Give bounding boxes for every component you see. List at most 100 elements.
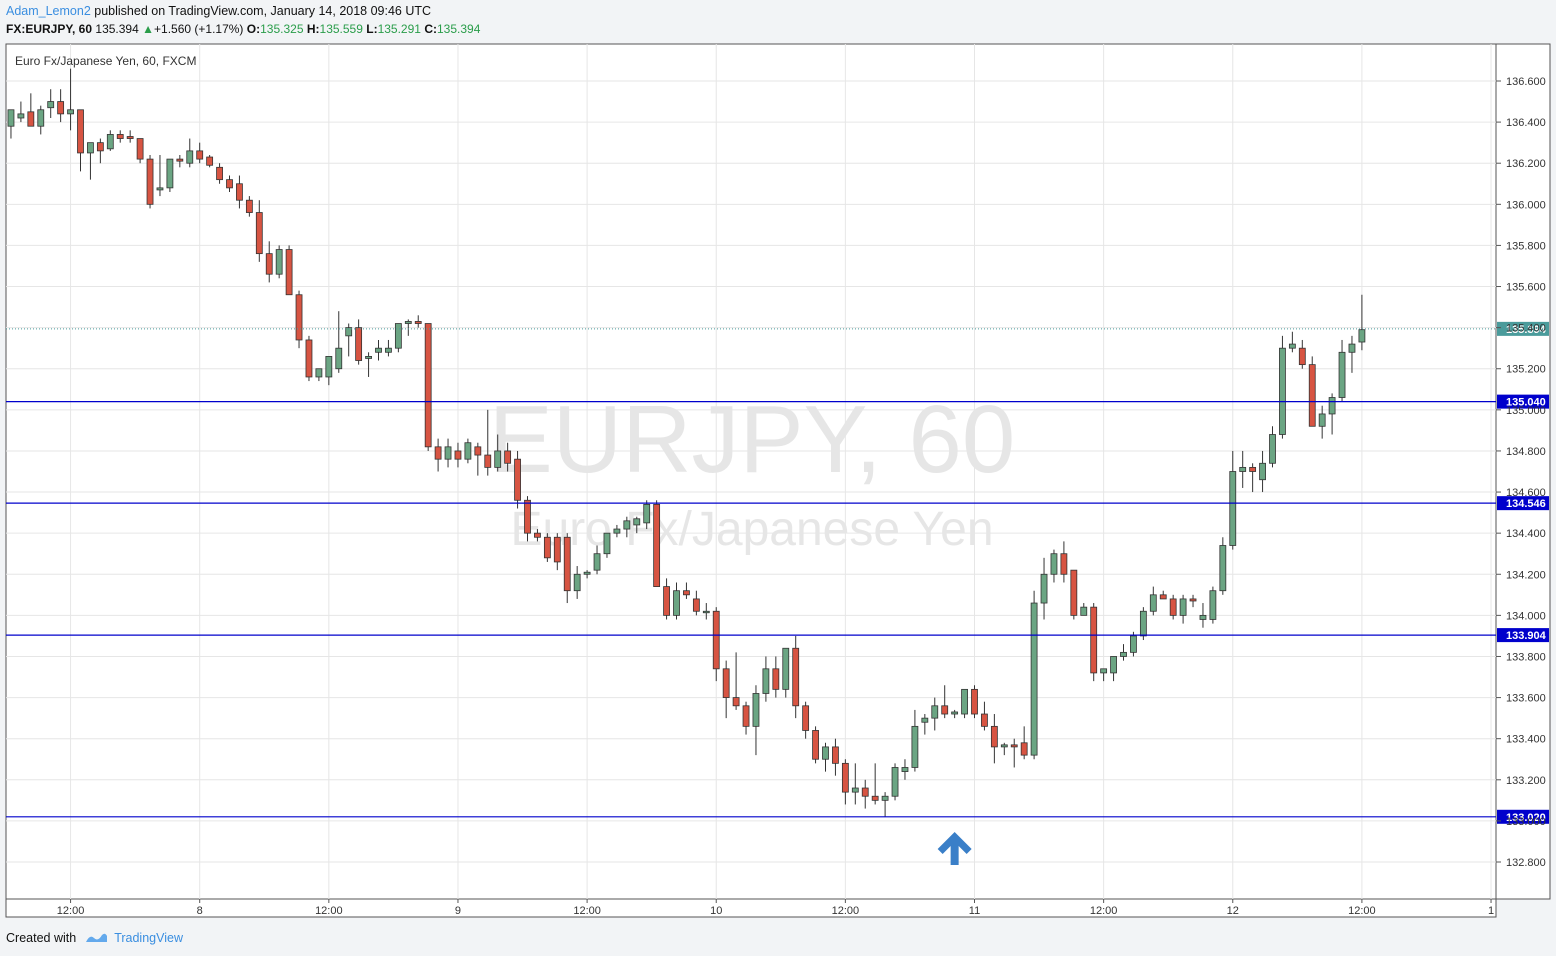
grid [6,44,1496,899]
candle-down [971,685,978,719]
candle-down [1308,356,1316,427]
x-tick-label: 8 [197,905,203,917]
candle-body [1229,471,1237,546]
candle-body [663,586,670,616]
published-text: published on TradingView.com, January 14… [94,4,432,18]
candle-body [573,573,581,592]
candle-down [563,533,571,604]
y-tick-label: 133.800 [1506,651,1546,663]
x-tick-label: 9 [455,905,461,917]
candle-up [702,603,710,620]
candle-body [1100,668,1108,674]
candle-body [1120,651,1127,657]
candle-body [901,767,909,772]
candle-body [236,183,243,201]
candle-body [692,598,700,612]
candle-body [504,450,512,464]
candle-body [305,339,313,378]
candle-body [742,705,750,727]
chart-title: Euro Fx/Japanese Yen, 60, FXCM [15,54,196,68]
candle-body [1080,606,1088,616]
candle-body [295,294,303,341]
candle-body [1209,590,1217,620]
created-with-text: Created with [6,931,77,945]
candle-down [1249,463,1257,493]
candle-up [931,697,939,731]
level-tag [1497,809,1549,824]
candle-up [1358,294,1366,351]
time-axis [5,898,1497,918]
candle-body [47,101,55,109]
candle-body [861,787,869,797]
candle-body [921,717,929,723]
candle-down [116,130,124,143]
plot-area [5,43,1497,900]
candle-up [315,368,323,382]
candle-body [1159,594,1167,600]
candle-up [1338,339,1346,402]
candle-body [454,450,462,460]
candle-up [1259,450,1266,493]
candle-body [524,499,531,534]
candle-up [623,516,631,538]
candle-down [722,660,730,719]
low-value: 135.291 [377,22,421,36]
level-label: 133.020 [1506,812,1546,824]
candle-down [424,323,432,451]
candle-body [325,356,333,378]
candle-body [176,158,184,162]
candle-body [841,762,849,793]
candle-down [732,652,740,710]
candle-down [27,93,35,127]
candles [7,68,1366,817]
candle-down [305,335,313,382]
up-arrow-icon [937,832,972,865]
candle-body [1219,545,1227,592]
candle-body [891,767,899,797]
high-label: H: [306,22,320,36]
author-link[interactable]: Adam_Lemon2 [6,4,91,18]
candle-up [464,438,472,464]
candle-down [543,533,551,562]
candle-up [1348,335,1356,373]
candle-body [961,688,968,715]
candle-down [255,200,263,262]
publish-line: Adam_Lemon2 published on TradingView.com… [6,4,431,18]
candle-down [474,442,482,476]
candle-up [613,524,621,538]
candle-body [156,187,164,191]
candle-down [126,130,134,143]
y-tick-label: 133.400 [1506,734,1546,746]
candle-body [702,610,710,614]
x-tick-label: 12:00 [57,905,85,917]
tradingview-link[interactable]: TradingView [84,931,183,945]
candle-body [464,442,472,460]
candle-body [990,725,998,748]
candle-down [265,241,273,283]
candle-up [1288,331,1296,353]
tradingview-brand: TradingView [114,931,183,945]
candle-up [782,647,790,698]
candle-up [394,323,402,353]
last-price: 135.394 [95,22,139,36]
candle-up [404,319,412,336]
candle-body [37,109,45,127]
x-tick-label: 12:00 [1348,905,1376,917]
candle-up [593,545,601,575]
candle-body [981,713,988,727]
y-tick-label: 136.600 [1506,76,1546,88]
candle-body [643,503,651,524]
x-tick-label: 12:00 [1090,905,1118,917]
y-tick-label: 135.200 [1506,364,1546,376]
x-tick-label: 12 [1227,905,1239,917]
candle-body [812,730,819,760]
candle-up [901,759,909,780]
candle-down [1090,603,1098,682]
candle-down [1070,569,1078,620]
candle-body [404,321,412,324]
candle-body [1298,347,1306,366]
candle-up [1209,586,1217,624]
y-tick-label: 136.400 [1506,117,1546,129]
candle-body [206,156,214,166]
